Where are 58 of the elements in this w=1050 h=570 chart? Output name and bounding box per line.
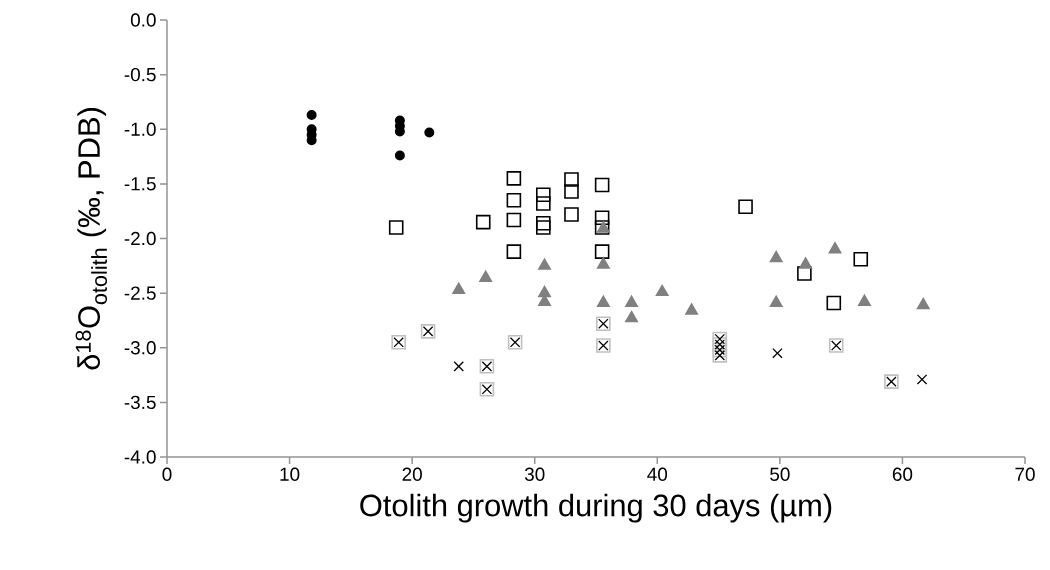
x-tick-label: 40 bbox=[647, 467, 668, 481]
x-tick-label: 0 bbox=[162, 467, 172, 481]
x-tick-label: 70 bbox=[1015, 467, 1035, 481]
point bbox=[853, 251, 869, 267]
point bbox=[625, 295, 638, 308]
point bbox=[625, 310, 638, 323]
x-tick-label: 30 bbox=[524, 467, 545, 481]
point bbox=[506, 171, 522, 186]
y-tick-label: -3.0 bbox=[124, 341, 156, 355]
point bbox=[452, 282, 466, 294]
point bbox=[479, 270, 493, 282]
point bbox=[538, 258, 551, 270]
y-tick-label: -3.5 bbox=[124, 395, 156, 410]
point bbox=[594, 210, 610, 226]
point bbox=[475, 214, 491, 230]
point bbox=[769, 250, 783, 263]
y-tick-label: 0.0 bbox=[130, 13, 156, 27]
point bbox=[506, 212, 522, 228]
point bbox=[506, 192, 522, 208]
point bbox=[536, 187, 551, 203]
point bbox=[596, 295, 610, 308]
point bbox=[799, 257, 813, 269]
point bbox=[769, 295, 783, 308]
x-tick-label: 60 bbox=[892, 467, 913, 481]
point bbox=[738, 199, 753, 215]
x-tick-label: 20 bbox=[402, 467, 422, 481]
y-tick-label: -0.5 bbox=[124, 67, 156, 82]
point bbox=[564, 184, 579, 199]
y-tick-label: -4.0 bbox=[124, 450, 156, 464]
point bbox=[506, 244, 522, 259]
y-axis-title: δ$^{18}$O$_{otolith}$ (‰, PDB) bbox=[75, 108, 108, 370]
y-tick-label: -1.0 bbox=[124, 122, 156, 136]
point bbox=[596, 257, 610, 269]
point bbox=[916, 297, 930, 310]
y-tick-label: -1.5 bbox=[124, 177, 156, 191]
point bbox=[564, 207, 579, 222]
x-tick-label: 10 bbox=[280, 467, 300, 481]
x-axis-title: Otolith growth during 30 days (µm) bbox=[360, 493, 832, 523]
point bbox=[453, 361, 464, 372]
point bbox=[306, 110, 317, 121]
y-tick-label: -2.5 bbox=[124, 286, 156, 300]
point bbox=[772, 347, 783, 359]
point bbox=[388, 220, 404, 235]
point bbox=[564, 172, 579, 187]
point bbox=[858, 294, 871, 306]
point bbox=[424, 127, 435, 138]
point bbox=[828, 242, 842, 254]
point bbox=[538, 285, 551, 298]
point bbox=[655, 284, 669, 297]
point bbox=[594, 244, 610, 259]
point bbox=[594, 177, 610, 193]
point bbox=[536, 196, 551, 211]
point bbox=[916, 374, 928, 385]
x-tick-label: 50 bbox=[770, 467, 790, 481]
point bbox=[685, 303, 699, 315]
point bbox=[826, 295, 842, 311]
y-tick-label: -2.0 bbox=[124, 231, 156, 246]
point bbox=[394, 150, 405, 161]
